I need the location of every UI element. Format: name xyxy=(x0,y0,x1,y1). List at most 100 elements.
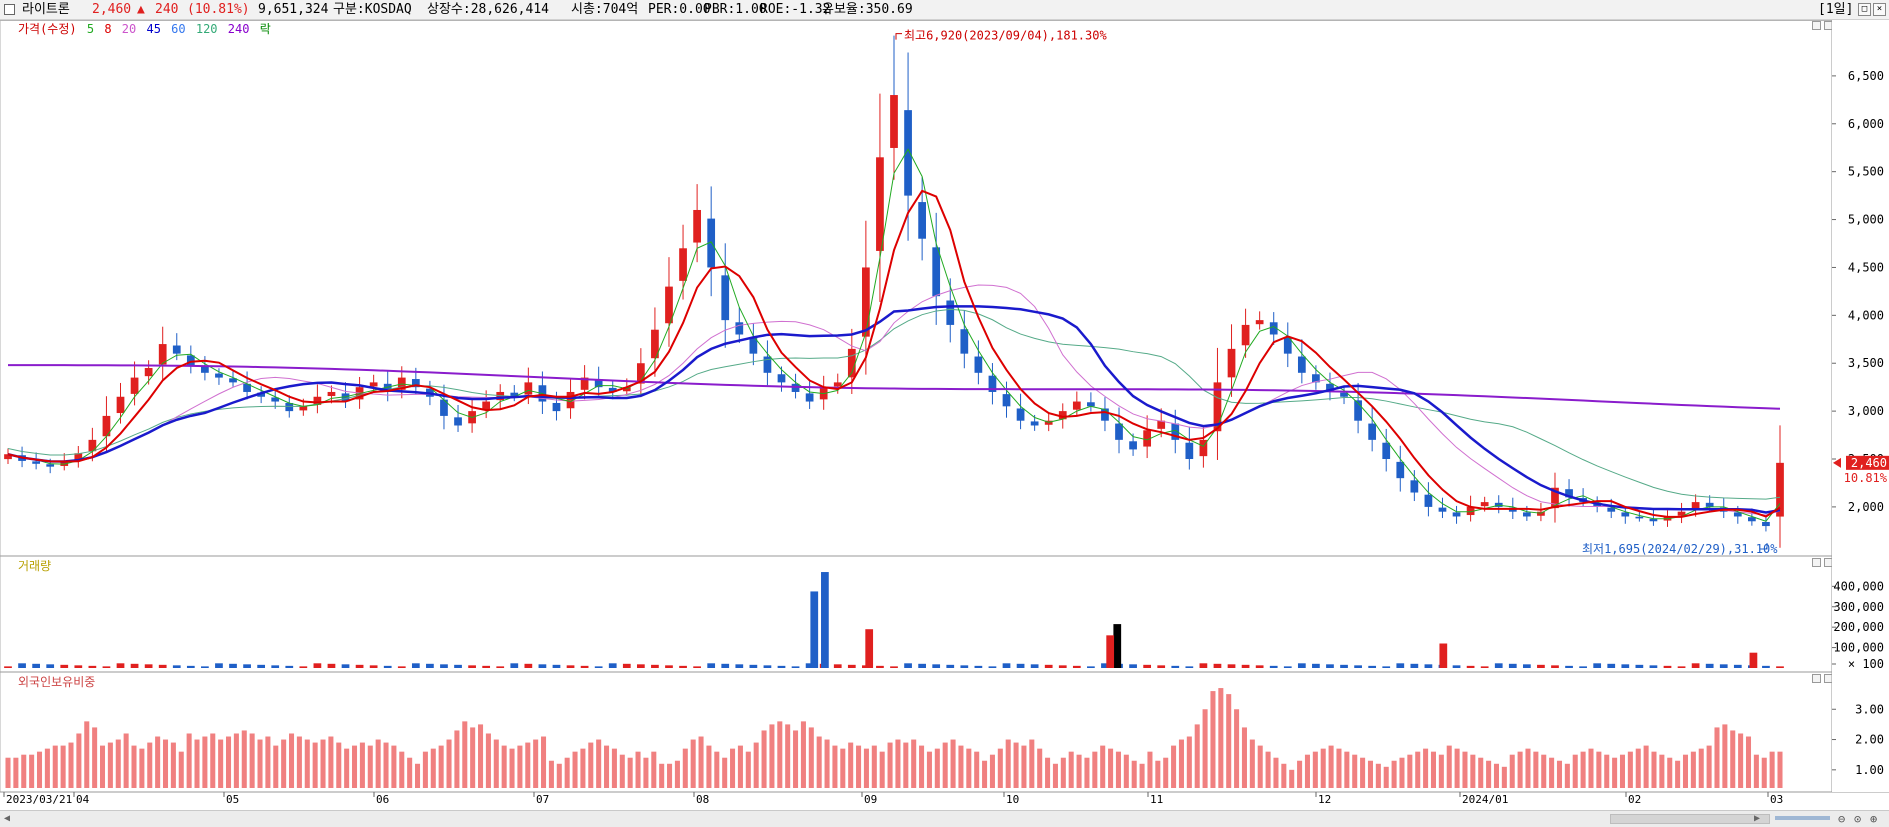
price-candle xyxy=(566,391,575,409)
foreign-bar xyxy=(1352,754,1358,788)
ma20-legend[interactable]: 20 xyxy=(121,22,137,36)
ex-rights-legend[interactable]: 락 xyxy=(259,22,271,36)
price-candle xyxy=(988,375,997,392)
ma8-legend[interactable]: 8 xyxy=(104,22,112,36)
volume-bar xyxy=(257,664,266,668)
chart-svg[interactable]: 6,500 6,000 5,500 5,000 4,500 4,000 3,500 3,000… xyxy=(0,0,1889,810)
foreign-bar xyxy=(1635,748,1641,788)
volume-bar xyxy=(1776,666,1784,668)
x-tick-label: 2023/03/21 xyxy=(6,793,72,806)
header-bar: 라이트론 2,460 ▲ 240 (10.81%) 9,651,324 구분:K… xyxy=(0,0,1889,21)
volume-bar xyxy=(791,666,800,668)
foreign-bar xyxy=(501,745,507,788)
price-candle xyxy=(1748,517,1756,522)
price-candle xyxy=(1030,421,1039,426)
scroll-thumb[interactable] xyxy=(1610,814,1770,824)
foreign-bar xyxy=(233,733,239,788)
foreign-bar xyxy=(588,742,594,788)
foreign-bar xyxy=(296,736,302,788)
foreign-bar xyxy=(312,742,318,788)
period-selector[interactable]: [1일] xyxy=(1818,2,1854,17)
volume-bar xyxy=(1213,663,1222,668)
foreign-bar xyxy=(1045,757,1051,788)
x-tick-label: 11 xyxy=(1150,793,1163,806)
panel-min-button[interactable] xyxy=(1812,21,1821,30)
volume-bar xyxy=(130,663,139,668)
volume-bar xyxy=(1494,663,1503,668)
zoom-out-icon[interactable]: ⊖ xyxy=(1838,812,1846,826)
ma8-line xyxy=(7,189,1781,518)
foreign-bar xyxy=(415,763,421,788)
price-candle xyxy=(679,248,687,281)
price-candle xyxy=(32,461,40,464)
price-candle xyxy=(74,453,83,461)
volume-bar xyxy=(397,666,406,668)
foreign-bar xyxy=(1178,739,1184,788)
price-candle xyxy=(1241,324,1250,346)
foreign-bar xyxy=(887,742,893,788)
volume-bar xyxy=(1565,665,1573,668)
ma5-legend[interactable]: 5 xyxy=(86,22,95,36)
foreign-bar xyxy=(1777,751,1783,788)
volume-bar xyxy=(1691,663,1700,668)
ma240-legend[interactable]: 240 xyxy=(227,22,250,36)
volume-tick-label: 100,000 xyxy=(1833,641,1884,655)
change-arrow-icon: ▲ xyxy=(137,2,145,17)
maximize-icon[interactable]: □ xyxy=(1858,3,1871,16)
scroll-left-icon[interactable]: ◀ xyxy=(4,813,11,824)
close-icon[interactable]: × xyxy=(1873,3,1886,16)
volume-bar xyxy=(4,666,12,668)
foreign-bar xyxy=(1438,754,1444,788)
foreign-bar xyxy=(1312,751,1318,788)
foreign-bar xyxy=(1682,754,1689,788)
price-candle xyxy=(369,382,378,387)
volume-bar xyxy=(946,664,955,668)
foreign-bar xyxy=(1202,709,1208,788)
price-candle xyxy=(172,345,181,354)
price-tick-label: 5,000 xyxy=(1848,213,1884,227)
foreign-min-button[interactable] xyxy=(1812,674,1821,683)
price-candle xyxy=(890,95,898,148)
ma60-legend[interactable]: 60 xyxy=(171,22,186,36)
volume-bar xyxy=(327,663,336,668)
foreign-bar xyxy=(422,751,428,788)
zoom-fit-icon[interactable]: ⊙ xyxy=(1854,812,1862,826)
foreign-bar xyxy=(36,751,43,788)
price-candle xyxy=(299,406,308,411)
foreign-bar xyxy=(1218,688,1224,788)
volume-min-button[interactable] xyxy=(1812,558,1821,567)
foreign-bar xyxy=(1761,757,1767,788)
zoom-in-icon[interactable]: ⊕ xyxy=(1870,812,1878,826)
foreign-bar xyxy=(265,736,271,788)
foreign-bar xyxy=(950,739,956,788)
price-candle xyxy=(1227,348,1236,378)
volume-bar xyxy=(201,666,209,668)
foreign-bar xyxy=(769,724,775,788)
price-candle xyxy=(46,464,55,467)
zoom-slider[interactable] xyxy=(1775,816,1830,820)
volume-bar xyxy=(651,664,659,668)
foreign-bar xyxy=(1108,748,1114,788)
price-candle xyxy=(552,402,561,412)
volume-bar xyxy=(1522,664,1531,668)
horizontal-scrollbar[interactable]: ◀ ▶ ⊖ ⊙ ⊕ xyxy=(0,810,1889,827)
volume-bar xyxy=(1058,665,1067,668)
foreign-bar xyxy=(344,748,350,788)
ma45-legend[interactable]: 45 xyxy=(146,22,161,36)
foreign-legend[interactable]: 외국인보유비중 xyxy=(18,675,96,689)
select-checkbox[interactable] xyxy=(4,4,15,15)
volume-bar xyxy=(243,664,251,668)
volume-legend[interactable]: 거래량 xyxy=(18,559,52,573)
volume-bar xyxy=(636,664,645,668)
foreign-bar xyxy=(1147,751,1153,788)
scroll-right-icon[interactable]: ▶ xyxy=(1754,813,1761,824)
price-legend-label[interactable]: 가격(수정) xyxy=(18,22,77,36)
price-candle xyxy=(1424,494,1433,507)
foreign-bar xyxy=(1226,694,1232,788)
foreign-bar xyxy=(29,754,35,788)
ma120-legend[interactable]: 120 xyxy=(195,22,218,36)
last-price-tag xyxy=(1846,455,1889,470)
foreign-bar xyxy=(604,745,610,788)
volume-bar xyxy=(1297,663,1306,668)
foreign-bar xyxy=(856,745,862,788)
